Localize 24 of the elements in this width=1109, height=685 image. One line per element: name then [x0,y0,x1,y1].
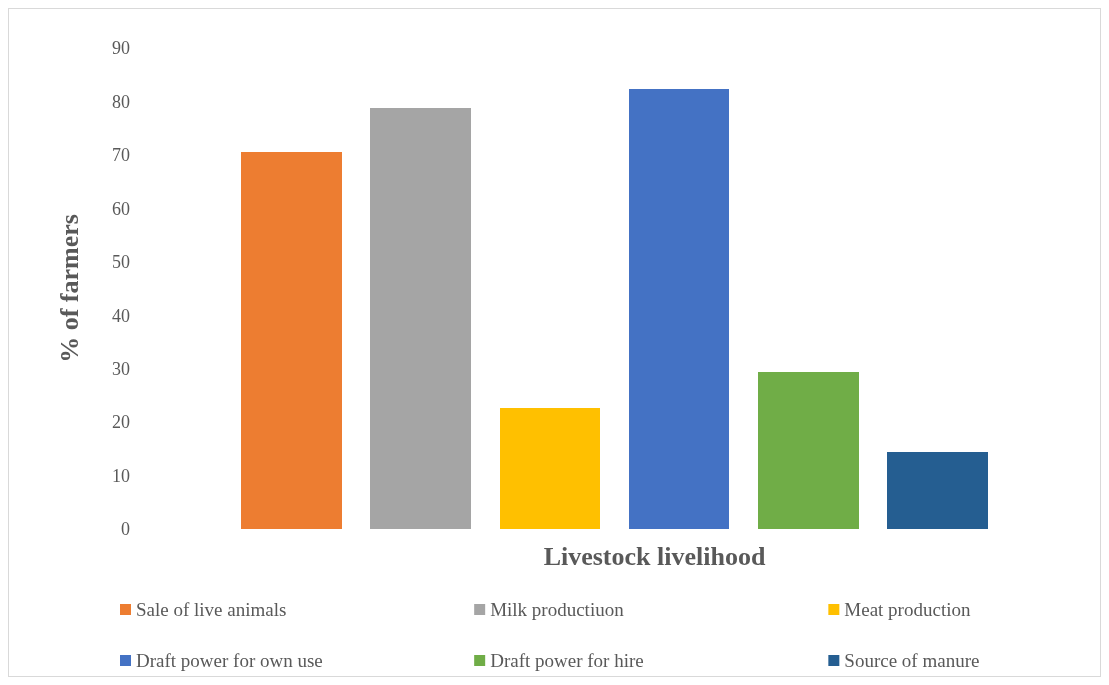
y-tick-label: 0 [121,519,130,540]
bar [241,152,343,529]
y-tick-label: 90 [112,38,130,59]
y-tick-label: 80 [112,91,130,112]
bar [757,371,859,529]
y-tick-label: 70 [112,145,130,166]
legend-label: Sale of live animals [136,598,287,620]
y-tick-label: 30 [112,358,130,379]
y-tick-label: 10 [112,465,130,486]
y-tick-label: 40 [112,305,130,326]
x-axis-title: Livestock livelihood [543,542,766,571]
legend-label: Source of manure [844,649,980,671]
legend-label: Draft power for hire [490,649,644,671]
legend-label: Milk productiuon [490,598,625,620]
y-tick-label: 20 [112,412,130,433]
y-tick-label: 50 [112,252,130,273]
bar [370,108,472,529]
bar [628,89,730,529]
bar [499,407,601,529]
bar [886,452,988,529]
legend-label: Draft power for own use [136,649,323,671]
legend-label: Meat production [844,598,971,620]
y-tick-label: 60 [112,198,130,219]
y-axis-title: % of farmers [55,214,84,363]
